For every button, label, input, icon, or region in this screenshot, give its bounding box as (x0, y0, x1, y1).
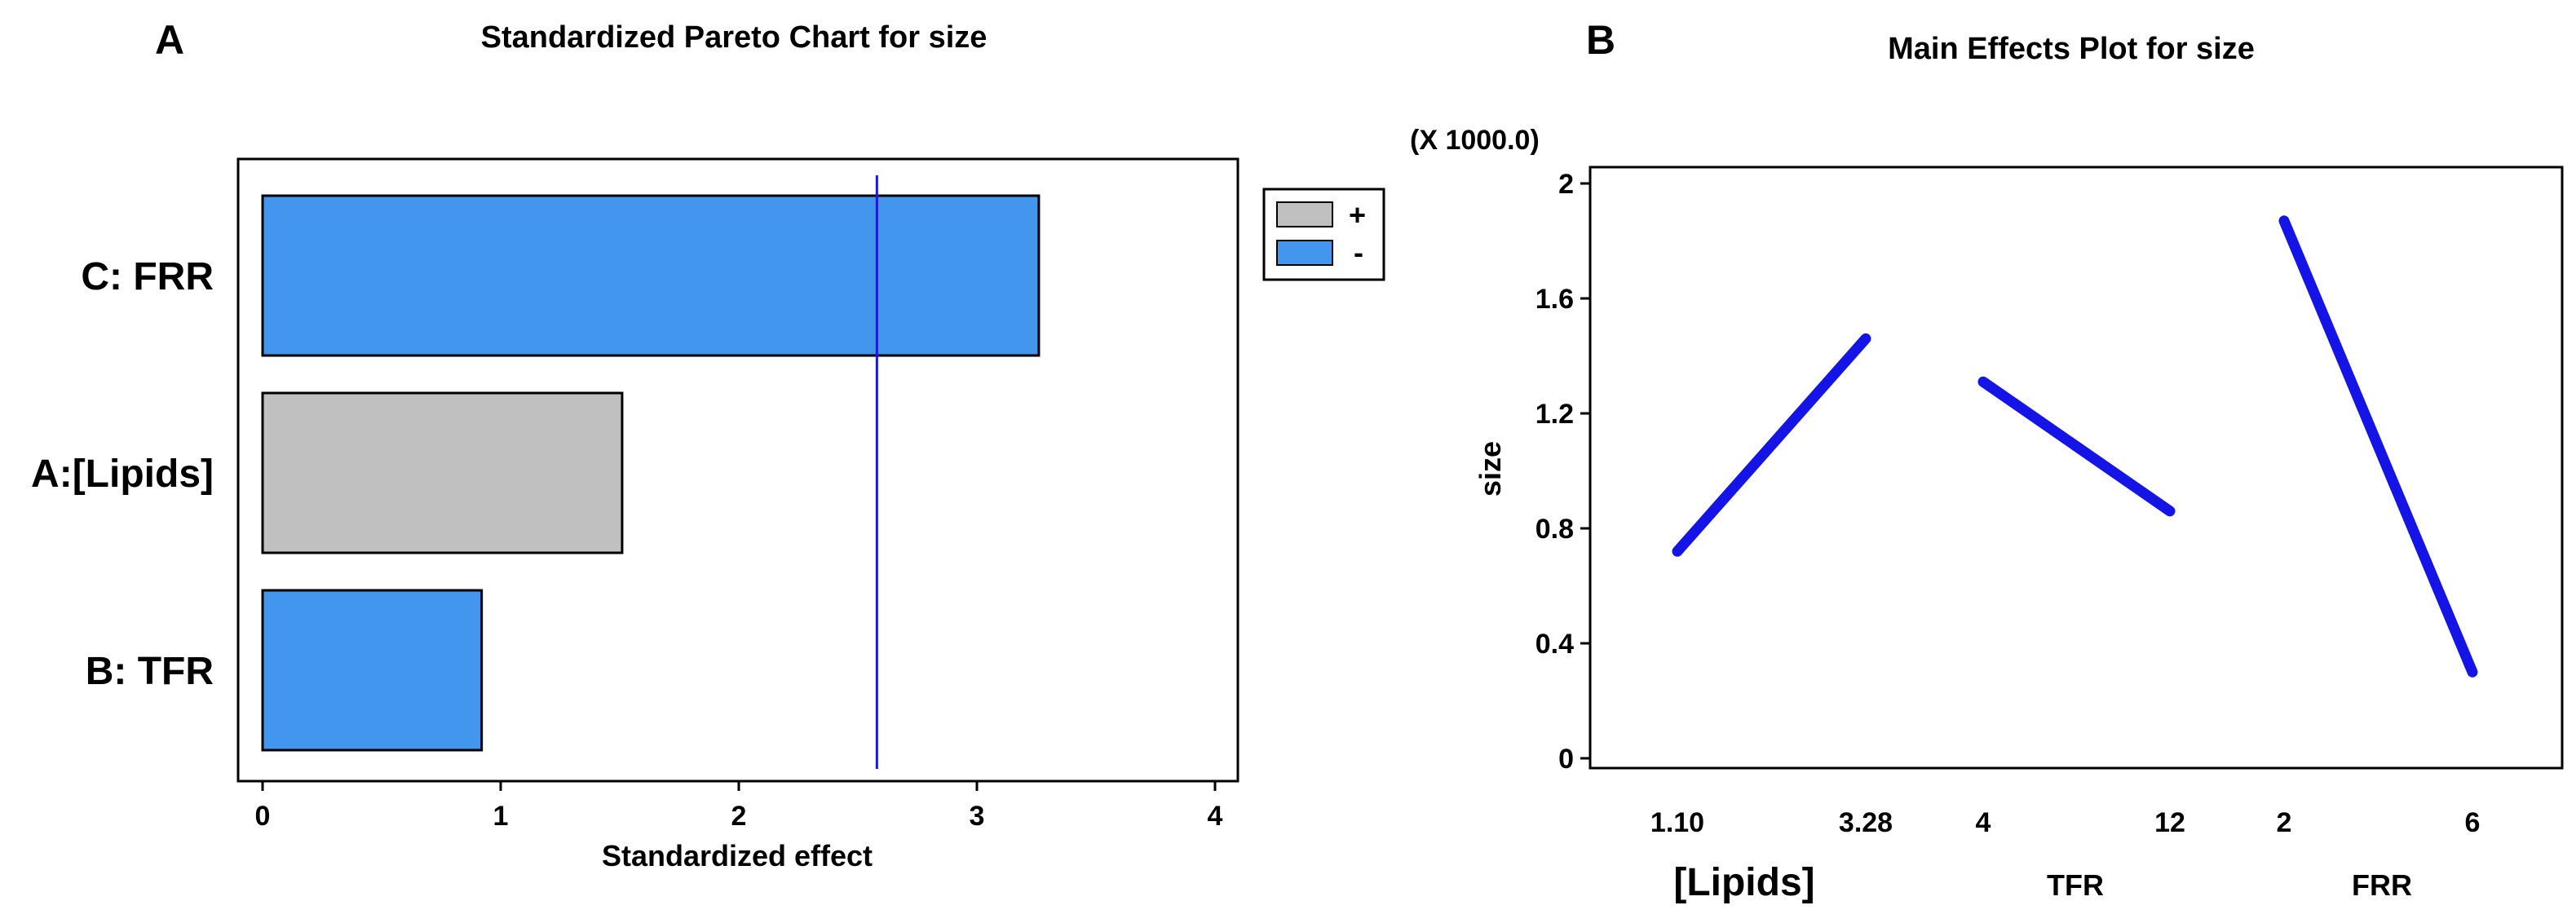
pareto-category-label: B: TFR (86, 650, 214, 693)
pareto-category-label: C: FRR (81, 255, 214, 298)
main-effects-x-tick-label: 3.28 (1839, 807, 1893, 838)
main-effects-x-tick-label: 4 (1976, 807, 1991, 838)
main-effects-chart: B Main Effects Plot for size (X 1000.0) … (1410, 17, 2564, 904)
pareto-bar (261, 194, 1041, 357)
main-effects-y-tick-label: 2 (1558, 169, 1574, 200)
main-effect-line (1977, 376, 2176, 517)
pareto-bars (261, 194, 1041, 752)
pareto-bar (261, 391, 624, 554)
main-effects-y-label: size (1474, 441, 1507, 497)
main-effects-factor-label: TFR (2047, 868, 2104, 902)
main-effect-line (1672, 333, 1871, 557)
main-effects-title: Main Effects Plot for size (1888, 32, 2255, 66)
main-effects-factor-label: [Lipids] (1673, 861, 1814, 904)
pareto-x-label: Standardized effect (602, 839, 873, 872)
pareto-x-tick-label: 4 (1208, 801, 1223, 832)
main-effects-lines (1672, 215, 2478, 678)
legend-label-negative: - (1354, 236, 1363, 269)
pareto-title: Standardized Pareto Chart for size (481, 20, 988, 55)
pareto-x-axis: 0 1 2 3 4 (255, 781, 1223, 832)
main-effects-y-tick-label: 0 (1558, 744, 1574, 775)
main-effects-y-tick-label: 1.6 (1535, 284, 1574, 315)
main-effects-plot-frame (1588, 166, 2564, 770)
panel-a-letter: A (155, 17, 184, 63)
pareto-chart: A Standardized Pareto Chart for size C: … (31, 17, 1385, 872)
pareto-x-tick-label: 2 (731, 801, 747, 832)
main-effect-line (2278, 215, 2478, 678)
main-effects-y-tick-label: 1.2 (1535, 399, 1574, 430)
legend-label-positive: + (1349, 198, 1366, 232)
scale-note: (X 1000.0) (1410, 125, 1540, 156)
main-effects-x-tick-label: 1.10 (1650, 807, 1704, 838)
pareto-legend: + - (1262, 188, 1385, 281)
main-effects-y-tick-label: 0.8 (1535, 514, 1574, 545)
pareto-x-tick-label: 3 (970, 801, 985, 832)
pareto-bar (261, 589, 484, 752)
main-effects-factor-labels: [Lipids] TFR FRR (1673, 861, 2412, 904)
legend-swatch-negative (1276, 240, 1333, 266)
legend-swatch-positive (1276, 201, 1333, 227)
main-effects-x-axis: 1.10 3.28 4 12 2 6 (1650, 807, 2481, 838)
panel-b-letter: B (1586, 17, 1615, 63)
main-effects-y-axis: 0 0.4 0.8 1.2 1.6 2 (1535, 169, 1590, 775)
pareto-x-tick-label: 1 (493, 801, 509, 832)
pareto-x-tick-label: 0 (255, 801, 271, 832)
main-effects-y-tick-label: 0.4 (1535, 629, 1574, 660)
pareto-category-label: A:[Lipids] (31, 453, 214, 496)
pareto-category-labels: C: FRR A:[Lipids] B: TFR (31, 255, 214, 693)
main-effects-x-tick-label: 6 (2465, 807, 2481, 838)
main-effects-x-tick-label: 2 (2277, 807, 2292, 838)
main-effects-x-tick-label: 12 (2154, 807, 2185, 838)
main-effects-factor-label: FRR (2352, 868, 2412, 902)
